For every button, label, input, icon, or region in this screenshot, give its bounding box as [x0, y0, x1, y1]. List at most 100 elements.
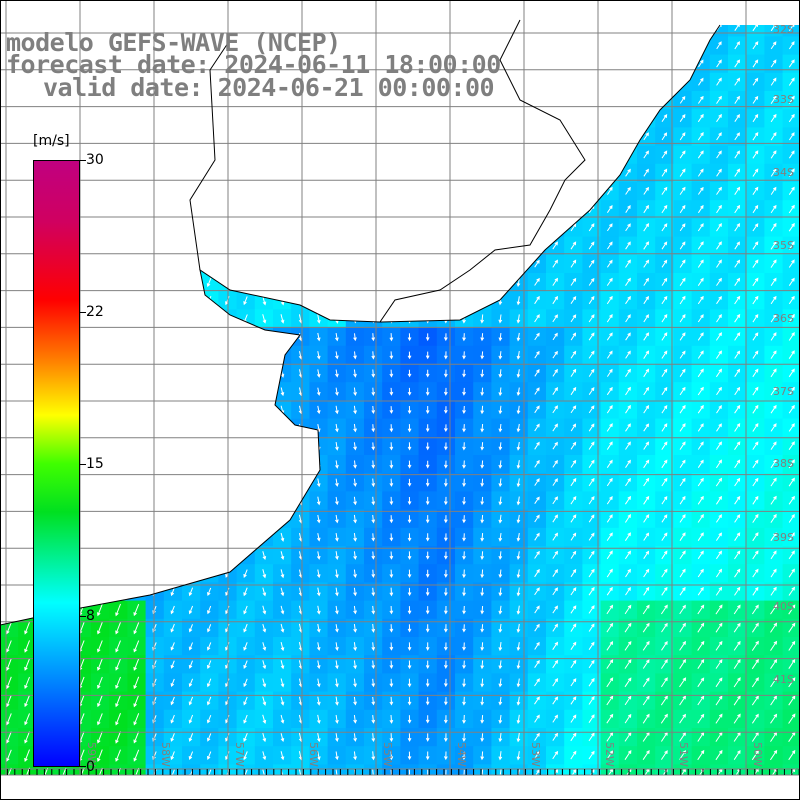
wind-arrow: [552, 478, 558, 486]
wind-arrow: [24, 168, 30, 178]
wind-arrow: [552, 241, 558, 250]
wind-arrow: [498, 168, 503, 178]
wind-arrow: [516, 751, 521, 761]
wind-arrow: [335, 514, 339, 524]
wind-cell: [455, 182, 474, 201]
wind-cell: [364, 273, 383, 292]
wind-arrow: [625, 25, 631, 31]
wind-arrow: [498, 678, 503, 688]
wind-arrow: [480, 333, 485, 342]
wind-arrow: [335, 660, 339, 670]
wind-cell: [273, 182, 292, 201]
wind-cell: [291, 291, 310, 310]
wind-arrow: [752, 459, 759, 469]
wind-arrow: [243, 751, 248, 761]
wind-arrow: [625, 277, 631, 286]
wind-arrow: [716, 277, 722, 286]
wind-arrow: [788, 132, 795, 141]
wind-arrow: [6, 442, 11, 451]
wind-arrow: [225, 533, 230, 542]
wind-arrow: [371, 187, 376, 196]
wind-arrow: [661, 186, 668, 195]
wind-arrow: [188, 114, 194, 124]
wind-arrow: [262, 496, 267, 506]
wind-cell: [436, 109, 456, 128]
wind-cell: [691, 25, 711, 37]
wind-cell: [273, 455, 292, 474]
wind-cell: [200, 764, 219, 775]
wind-arrow: [697, 41, 704, 50]
wind-cell: [254, 182, 274, 201]
wind-arrow: [625, 314, 631, 323]
wind-arrow: [243, 132, 248, 142]
wind-arrow: [335, 587, 339, 597]
wind-arrow: [788, 441, 795, 450]
wind-arrow: [188, 168, 194, 178]
wind-arrow: [6, 676, 12, 690]
wind-arrow: [625, 295, 631, 305]
wind-arrow: [679, 332, 686, 341]
wind-arrow: [188, 587, 194, 597]
wind-arrow: [280, 532, 285, 542]
wind-arrow: [425, 223, 430, 233]
wind-arrow: [480, 642, 485, 651]
wind-arrow: [570, 259, 577, 268]
wind-arrow: [134, 296, 139, 306]
wind-arrow: [534, 41, 540, 50]
wind-cell: [254, 764, 274, 775]
wind-cell: [273, 509, 292, 529]
wind-cell: [291, 764, 310, 775]
wind-arrow: [752, 386, 759, 396]
wind-arrow: [443, 751, 448, 761]
wind-arrow: [317, 296, 321, 306]
wind-arrow: [570, 150, 577, 159]
wind-arrow: [516, 569, 521, 579]
wind-arrow: [752, 368, 759, 378]
wind-arrow: [462, 405, 466, 415]
wind-arrow: [425, 387, 430, 396]
wind-arrow: [425, 478, 430, 487]
wind-arrow: [788, 640, 796, 651]
wind-arrow: [570, 350, 577, 359]
wind-arrow: [170, 132, 175, 142]
wind-cell: [600, 72, 620, 92]
wind-arrow: [534, 350, 540, 359]
wind-arrow: [25, 587, 30, 596]
wind-arrow: [280, 168, 285, 179]
wind-arrow: [443, 114, 448, 124]
longitude-label: 52W: [603, 742, 616, 767]
wind-cell: [163, 400, 183, 420]
wind-arrow: [262, 351, 267, 360]
wind-arrow: [570, 386, 577, 396]
wind-cell: [345, 254, 365, 274]
wind-arrow: [498, 696, 503, 706]
wind-cell: [328, 0, 347, 19]
wind-arrow: [716, 314, 722, 323]
wind-arrow: [644, 6, 648, 13]
wind-arrow: [552, 25, 558, 31]
wind-cell: [163, 436, 183, 456]
wind-arrow: [498, 623, 503, 633]
colorbar: [33, 160, 80, 767]
wind-arrow: [588, 59, 595, 68]
wind-arrow: [262, 678, 267, 688]
wind-arrow: [588, 514, 595, 523]
wind-cell: [527, 236, 547, 256]
wind-arrow: [134, 423, 139, 433]
wind-cell: [418, 218, 438, 238]
wind-arrow: [516, 241, 521, 251]
wind-arrow: [788, 259, 795, 268]
wind-arrow: [570, 768, 577, 775]
wind-cell: [0, 345, 19, 365]
wind-cell: [145, 509, 165, 529]
wind-arrow: [317, 733, 321, 743]
wind-arrow: [116, 551, 121, 560]
wind-cell: [291, 236, 310, 256]
wind-arrow: [316, 569, 321, 579]
wind-arrow: [642, 604, 650, 615]
wind-arrow: [462, 605, 466, 615]
wind-arrow: [389, 714, 394, 724]
wind-arrow: [389, 478, 394, 487]
wind-arrow: [115, 114, 121, 124]
wind-arrow: [43, 114, 48, 124]
